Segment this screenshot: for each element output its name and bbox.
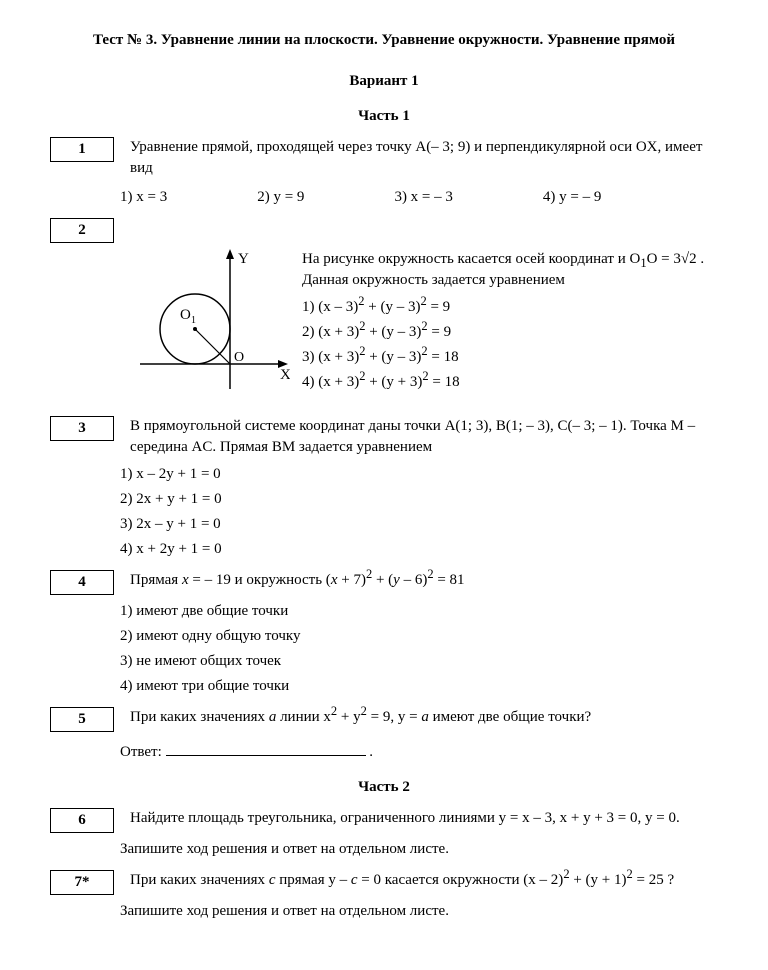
variant-label: Вариант 1: [50, 71, 718, 92]
question-6: 6 Найдите площадь треугольника, ограниче…: [50, 808, 718, 833]
question-text: В прямоугольной системе координат даны т…: [130, 416, 718, 458]
q3-option-3: 3) 2x – y + 1 = 0: [120, 514, 718, 535]
q1-option-4: 4) y = – 9: [543, 187, 601, 208]
question-5: 5 При каких значениях a линии x2 + y2 = …: [50, 707, 718, 732]
q4-option-3: 3) не имеют общих точек: [120, 651, 718, 672]
q4-option-2: 2) имеют одну общую точку: [120, 626, 718, 647]
question-1: 1 Уравнение прямой, проходящей через точ…: [50, 137, 718, 179]
axis-x-label: X: [280, 367, 290, 383]
question-4: 4 Прямая x = – 19 и окружность (x + 7)2 …: [50, 570, 718, 595]
question-text: Уравнение прямой, проходящей через точку…: [130, 137, 718, 179]
q4-option-1: 1) имеют две общие точки: [120, 601, 718, 622]
q5-answer: Ответ: .: [120, 740, 718, 763]
origin-label: O: [234, 350, 244, 365]
center-label-sub: 1: [191, 315, 196, 326]
q2-option-2: 2) (x + 3)2 + (y – 3)2 = 9: [302, 322, 718, 343]
question-number-box: 5: [50, 707, 114, 732]
q7-note: Запишите ход решения и ответ на отдельно…: [120, 901, 718, 922]
q6-note: Запишите ход решения и ответ на отдельно…: [120, 839, 718, 860]
question-text: Прямая x = – 19 и окружность (x + 7)2 + …: [130, 570, 718, 591]
answer-label: Ответ:: [120, 744, 162, 760]
q3-option-1: 1) x – 2y + 1 = 0: [120, 464, 718, 485]
question-number-box: 7*: [50, 870, 114, 895]
q3-option-4: 4) x + 2y + 1 = 0: [120, 539, 718, 560]
q2-option-1: 1) (x – 3)2 + (y – 3)2 = 9: [302, 297, 718, 318]
question-number-box: 2: [50, 218, 114, 243]
question-7: 7* При каких значениях c прямая y – c = …: [50, 870, 718, 895]
q2-figure: Y X O O 1: [120, 249, 290, 406]
q4-options: 1) имеют две общие точки 2) имеют одну о…: [120, 601, 718, 697]
page-title: Тест № 3. Уравнение линии на плоскости. …: [50, 30, 718, 51]
q1-option-1: 1) x = 3: [120, 187, 167, 208]
q1-option-3: 3) x = – 3: [394, 187, 452, 208]
q3-option-2: 2) 2x + y + 1 = 0: [120, 489, 718, 510]
q1-options: 1) x = 3 2) y = 9 3) x = – 3 4) y = – 9: [120, 187, 718, 208]
question-2: 2: [50, 218, 718, 243]
part1-heading: Часть 1: [50, 106, 718, 127]
question-number-box: 3: [50, 416, 114, 441]
question-number-box: 6: [50, 808, 114, 833]
q1-option-2: 2) y = 9: [257, 187, 304, 208]
q2-option-3: 3) (x + 3)2 + (y – 3)2 = 18: [302, 347, 718, 368]
question-text: Найдите площадь треугольника, ограниченн…: [130, 808, 718, 829]
q2-option-4: 4) (x + 3)2 + (y + 3)2 = 18: [302, 372, 718, 393]
axis-y-label: Y: [238, 251, 249, 267]
q4-option-4: 4) имеют три общие точки: [120, 676, 718, 697]
question-number-box: 1: [50, 137, 114, 162]
q3-options: 1) x – 2y + 1 = 0 2) 2x + y + 1 = 0 3) 2…: [120, 464, 718, 560]
question-text: При каких значениях a линии x2 + y2 = 9,…: [130, 707, 718, 728]
question-number-box: 4: [50, 570, 114, 595]
center-label: O: [180, 307, 191, 323]
question-3: 3 В прямоугольной системе координат даны…: [50, 416, 718, 458]
answer-blank[interactable]: [166, 740, 366, 756]
question-text: При каких значениях c прямая y – c = 0 к…: [130, 870, 718, 891]
q2-text: На рисунке окружность касается осей коор…: [302, 249, 718, 291]
part2-heading: Часть 2: [50, 777, 718, 798]
